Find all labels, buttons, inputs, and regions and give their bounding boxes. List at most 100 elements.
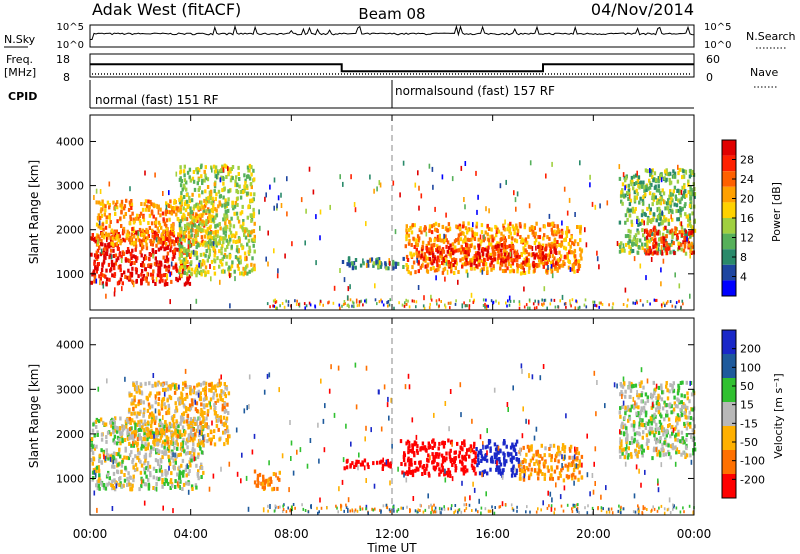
- data-cell: [445, 238, 448, 243]
- noise-cell: [425, 231, 428, 237]
- noise-cell: [379, 182, 382, 188]
- data-cell: [135, 380, 138, 385]
- data-cell: [105, 252, 109, 256]
- data-cell: [473, 231, 476, 236]
- data-cell: [141, 422, 145, 427]
- data-cell: [155, 450, 158, 455]
- data-cell: [428, 251, 431, 256]
- data-cell: [174, 441, 177, 446]
- data-cell: [191, 438, 195, 443]
- data-cell: [159, 273, 162, 278]
- data-cell: [201, 190, 204, 195]
- data-cell: [653, 171, 657, 176]
- data-cell: [464, 465, 467, 470]
- data-cell: [191, 433, 194, 438]
- data-cell: [460, 244, 463, 249]
- data-cell: [99, 216, 102, 220]
- ground-cell: [378, 300, 381, 304]
- data-cell: [459, 247, 462, 252]
- data-cell: [170, 384, 173, 389]
- data-cell: [543, 224, 546, 229]
- data-cell: [174, 409, 177, 414]
- data-cell: [446, 249, 449, 254]
- data-cell: [487, 227, 491, 231]
- data-cell: [179, 415, 183, 420]
- ground-cell: [675, 301, 678, 305]
- data-cell: [451, 258, 454, 262]
- ground-cell: [374, 298, 377, 302]
- data-cell: [212, 202, 215, 207]
- data-cell: [511, 236, 514, 241]
- data-cell: [532, 229, 535, 234]
- data-cell: [230, 264, 234, 269]
- data-cell: [189, 387, 192, 392]
- data-cell: [620, 390, 623, 394]
- data-cell: [213, 250, 217, 255]
- data-cell: [142, 273, 146, 278]
- data-cell: [494, 447, 498, 452]
- data-cell: [195, 391, 198, 396]
- data-cell: [649, 237, 653, 242]
- data-cell: [248, 163, 252, 168]
- data-cell: [138, 411, 141, 416]
- data-cell: [119, 216, 122, 221]
- data-cell: [200, 200, 203, 205]
- data-cell: [641, 228, 644, 233]
- data-cell: [114, 202, 118, 207]
- data-cell: [246, 165, 250, 170]
- data-cell: [527, 467, 530, 472]
- data-cell: [187, 237, 191, 242]
- data-cell: [171, 256, 174, 261]
- data-cell: [202, 403, 206, 408]
- data-cell: [490, 260, 493, 265]
- data-cell: [139, 250, 142, 255]
- data-cell: [195, 463, 198, 468]
- data-cell: [193, 204, 196, 209]
- noise-cell: [234, 276, 236, 282]
- data-cell: [667, 221, 671, 226]
- data-cell: [570, 235, 573, 240]
- ground-cell: [654, 299, 657, 302]
- data-cell: [678, 191, 681, 196]
- ground-cell: [557, 305, 559, 309]
- data-cell: [184, 383, 187, 388]
- data-cell: [206, 439, 209, 444]
- data-cell: [227, 208, 230, 213]
- data-cell: [110, 417, 114, 422]
- data-cell: [688, 174, 692, 179]
- data-cell: [648, 230, 652, 235]
- noise-cell: [369, 257, 371, 263]
- data-cell: [180, 248, 183, 253]
- data-cell: [247, 229, 250, 234]
- data-cell: [677, 241, 680, 246]
- data-cell: [271, 487, 274, 492]
- data-cell: [195, 202, 198, 207]
- data-cell: [253, 267, 256, 272]
- data-cell: [222, 230, 226, 235]
- data-cell: [689, 191, 692, 196]
- data-cell: [161, 455, 164, 460]
- data-cell: [455, 224, 458, 229]
- data-cell: [105, 268, 108, 273]
- data-cell: [248, 249, 252, 253]
- noise-cell: [374, 283, 376, 289]
- noise-cell: [430, 294, 432, 300]
- data-cell: [246, 271, 249, 276]
- ground-cell: [608, 303, 610, 307]
- data-cell: [428, 224, 432, 229]
- data-cell: [642, 233, 645, 238]
- data-cell: [419, 226, 422, 231]
- data-cell: [104, 243, 107, 248]
- ground-cell: [565, 305, 567, 309]
- noise-cell: [659, 249, 662, 255]
- colorbar-segment: [722, 186, 736, 203]
- data-cell: [156, 448, 159, 453]
- data-cell: [454, 266, 457, 271]
- data-cell: [511, 224, 515, 229]
- data-cell: [422, 464, 426, 468]
- data-cell: [512, 245, 515, 249]
- data-cell: [126, 431, 129, 436]
- data-cell: [125, 198, 128, 203]
- data-cell: [224, 203, 227, 208]
- data-cell: [160, 382, 163, 387]
